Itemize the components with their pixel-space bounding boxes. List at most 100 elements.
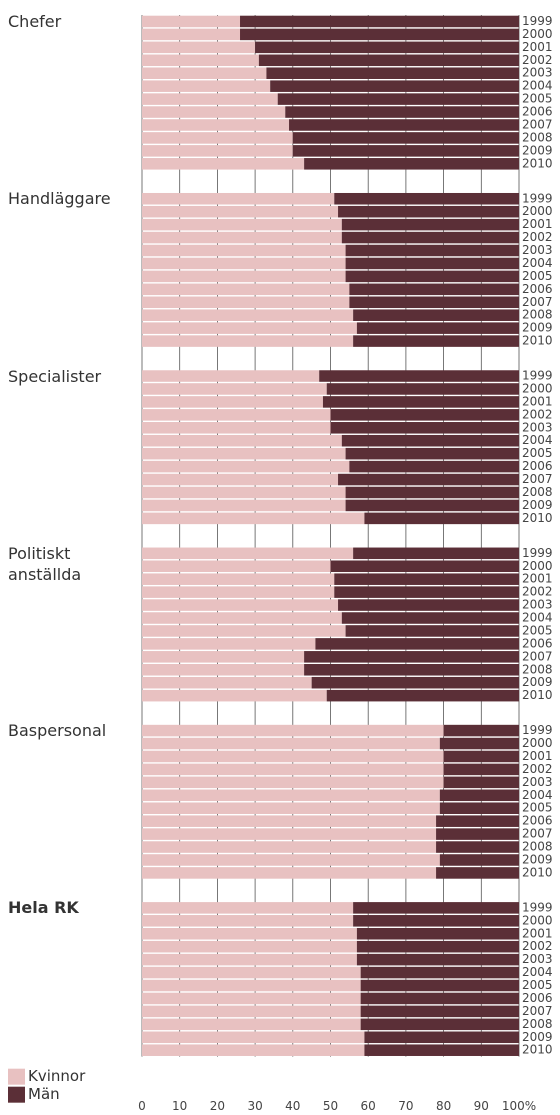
- bar-segment: [142, 499, 346, 512]
- bar-segment: [341, 434, 519, 447]
- legend-swatch: [8, 1086, 25, 1103]
- year-label: 2009: [522, 321, 553, 335]
- bar-segment: [356, 940, 519, 953]
- bar-segment: [142, 132, 293, 144]
- bar-segment: [142, 664, 305, 676]
- bar-segment: [142, 15, 241, 28]
- bar-segment: [341, 231, 519, 244]
- bar-segment: [142, 145, 293, 157]
- bar-segment: [142, 750, 444, 763]
- bar-segment: [142, 93, 278, 105]
- bar-segment: [266, 67, 519, 79]
- year-label: 2002: [522, 407, 553, 421]
- bar-segment: [142, 737, 440, 750]
- bar-segment: [364, 1044, 519, 1056]
- year-label: 1999: [522, 900, 553, 914]
- bar-segment: [142, 1044, 365, 1056]
- bar-segment: [338, 205, 519, 218]
- bar-segment: [349, 460, 519, 473]
- bar-segment: [142, 370, 320, 382]
- year-label: 2008: [522, 308, 553, 322]
- year-label: 2004: [522, 965, 553, 979]
- bar-segment: [240, 15, 519, 28]
- bar-segment: [326, 689, 519, 702]
- bar-segment: [142, 335, 354, 347]
- year-label: 2003: [522, 952, 553, 966]
- bar-segment: [142, 1031, 365, 1044]
- year-label: 2004: [522, 79, 553, 93]
- bar-segment: [304, 664, 519, 676]
- bar-segment: [142, 776, 444, 789]
- bar-segment: [334, 586, 519, 598]
- bar-segment: [349, 283, 519, 296]
- bar-segment: [142, 689, 327, 702]
- year-label: 2010: [522, 1043, 553, 1057]
- year-label: 2008: [522, 485, 553, 499]
- year-label: 2009: [522, 143, 553, 157]
- bar-segment: [341, 218, 519, 231]
- x-tick-label: 70: [398, 1099, 413, 1113]
- bar-segment: [142, 486, 346, 499]
- year-label: 2002: [522, 53, 553, 67]
- year-label: 2006: [522, 814, 553, 828]
- bar-segment: [142, 841, 437, 853]
- bar-segment: [142, 902, 354, 914]
- bar-segment: [142, 867, 437, 879]
- year-label: 2005: [522, 269, 553, 283]
- bar-segment: [142, 296, 350, 309]
- bar-segment: [289, 119, 519, 131]
- year-label: 2007: [522, 649, 553, 663]
- year-label: 2004: [522, 611, 553, 625]
- bar-segment: [142, 676, 312, 689]
- bar-segment: [142, 927, 357, 940]
- year-label: 2006: [522, 459, 553, 473]
- bar-segment: [436, 841, 519, 853]
- bar-segment: [142, 802, 440, 814]
- year-label: 2010: [522, 688, 553, 702]
- year-label: 1999: [522, 546, 553, 560]
- bar-segment: [356, 953, 519, 966]
- group-label: Politiskt anställda: [8, 543, 82, 584]
- bar-segment: [360, 1005, 519, 1018]
- bar-segment: [322, 396, 519, 408]
- year-label: 2005: [522, 978, 553, 992]
- x-tick-label: 50: [323, 1099, 338, 1113]
- x-tick-label: 90: [474, 1099, 489, 1113]
- bar-segment: [142, 763, 444, 776]
- year-label: 2008: [522, 662, 553, 676]
- group-label: Chefer: [8, 12, 62, 31]
- year-label: 2008: [522, 1017, 553, 1031]
- year-label: 2004: [522, 256, 553, 270]
- bar-segment: [443, 776, 519, 789]
- bar-segment: [142, 434, 342, 447]
- bar-segment: [364, 512, 519, 525]
- year-label: 1999: [522, 14, 553, 28]
- year-label: 2006: [522, 282, 553, 296]
- year-label: 2002: [522, 585, 553, 599]
- bar-segment: [142, 992, 361, 1005]
- legend-label: Kvinnor: [28, 1067, 86, 1085]
- bar-segment: [142, 512, 365, 525]
- bar-segment: [443, 724, 519, 737]
- bar-segment: [356, 322, 519, 334]
- year-label: 2005: [522, 92, 553, 106]
- year-label: 2004: [522, 433, 553, 447]
- bar-segment: [334, 573, 519, 585]
- bar-segment: [142, 586, 335, 598]
- bar-segment: [142, 625, 346, 637]
- bar-segment: [443, 750, 519, 763]
- bar-segment: [142, 547, 354, 560]
- year-label: 2007: [522, 117, 553, 131]
- year-label: 2003: [522, 66, 553, 80]
- bar-segment: [142, 257, 346, 270]
- bar-segment: [142, 473, 339, 486]
- bar-segment: [292, 145, 519, 157]
- year-label: 2005: [522, 623, 553, 637]
- year-label: 2009: [522, 498, 553, 512]
- bar-segment: [142, 854, 440, 866]
- bar-segment: [142, 979, 361, 992]
- group-label: Baspersonal: [8, 721, 107, 741]
- x-tick-label: 60: [361, 1099, 376, 1113]
